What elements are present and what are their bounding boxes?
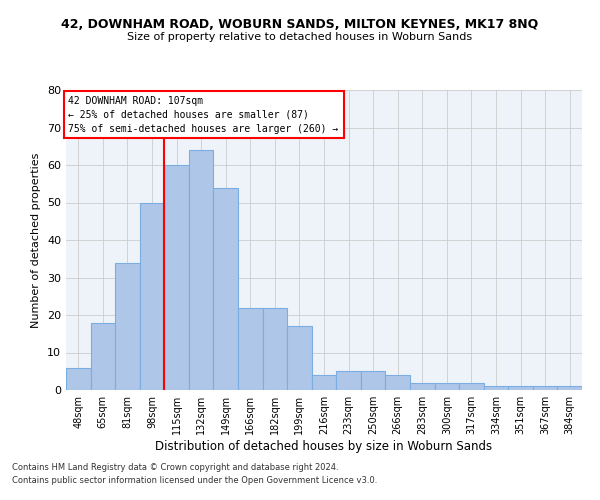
Bar [434,382,459,390]
Bar [410,382,434,390]
Bar [91,322,115,390]
Bar [557,386,582,390]
Bar [66,368,91,390]
Text: 42, DOWNHAM ROAD, WOBURN SANDS, MILTON KEYNES, MK17 8NQ: 42, DOWNHAM ROAD, WOBURN SANDS, MILTON K… [61,18,539,30]
X-axis label: Distribution of detached houses by size in Woburn Sands: Distribution of detached houses by size … [155,440,493,453]
Bar [140,202,164,390]
Bar [484,386,508,390]
Bar [312,375,336,390]
Bar [459,382,484,390]
Bar [263,308,287,390]
Bar [287,326,312,390]
Bar [385,375,410,390]
Text: 42 DOWNHAM ROAD: 107sqm
← 25% of detached houses are smaller (87)
75% of semi-de: 42 DOWNHAM ROAD: 107sqm ← 25% of detache… [68,96,339,134]
Bar [189,150,214,390]
Bar [164,165,189,390]
Y-axis label: Number of detached properties: Number of detached properties [31,152,41,328]
Bar [508,386,533,390]
Bar [533,386,557,390]
Text: Contains public sector information licensed under the Open Government Licence v3: Contains public sector information licen… [12,476,377,485]
Bar [336,371,361,390]
Bar [238,308,263,390]
Bar [115,262,140,390]
Text: Size of property relative to detached houses in Woburn Sands: Size of property relative to detached ho… [127,32,473,42]
Bar [361,371,385,390]
Text: Contains HM Land Registry data © Crown copyright and database right 2024.: Contains HM Land Registry data © Crown c… [12,464,338,472]
Bar [214,188,238,390]
